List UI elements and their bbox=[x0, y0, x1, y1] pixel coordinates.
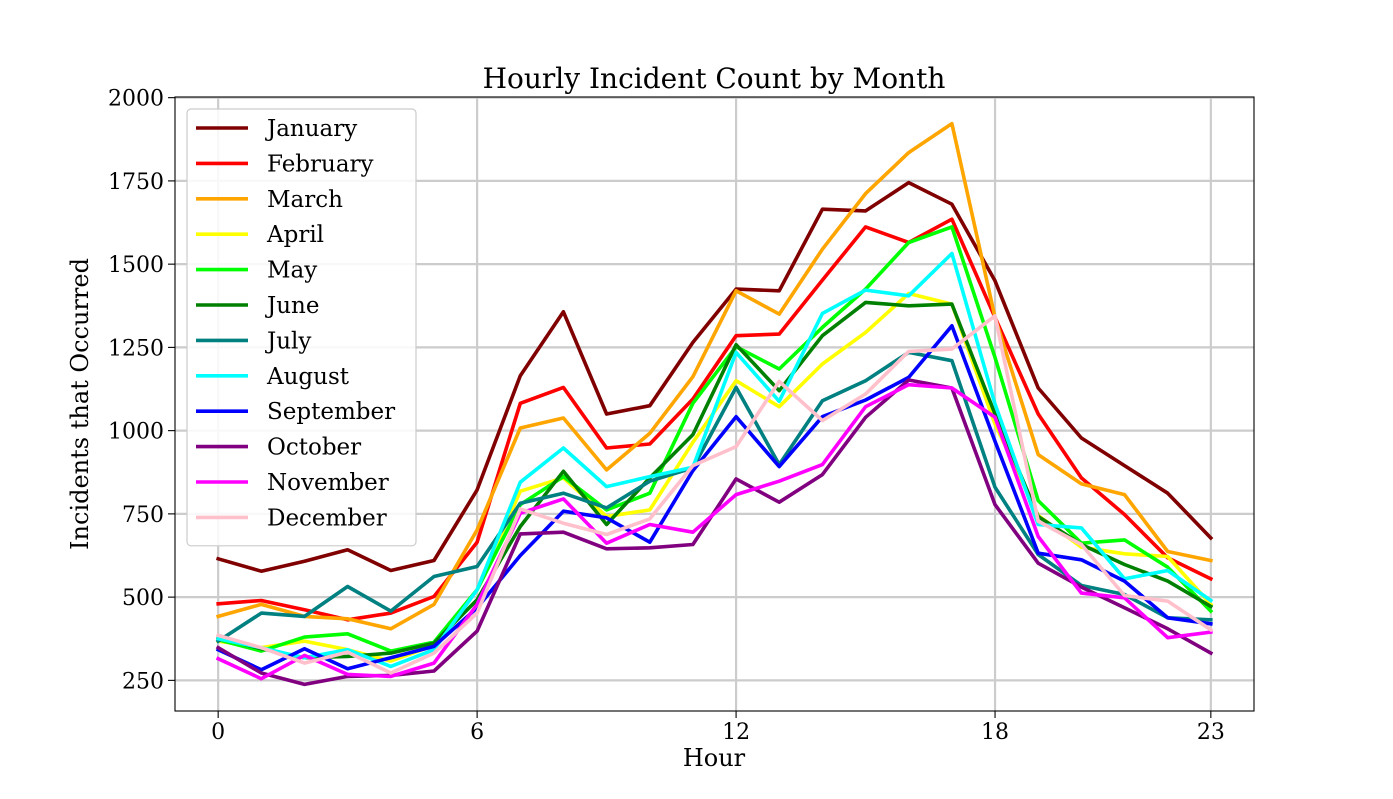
legend-label-june: June bbox=[265, 293, 319, 319]
legend-label-october: October bbox=[267, 435, 361, 461]
legend-label-april: April bbox=[266, 222, 324, 248]
series-line-november bbox=[215, 382, 1213, 681]
y-tick-label: 2000 bbox=[108, 87, 164, 112]
y-tick-label: 750 bbox=[122, 503, 164, 528]
series-line-march bbox=[215, 121, 1213, 631]
series-line-may bbox=[215, 225, 1214, 653]
legend-label-july: July bbox=[265, 328, 311, 354]
y-axis-label: Incidents that Occurred bbox=[66, 258, 94, 550]
series-line-january bbox=[215, 180, 1214, 574]
x-tick-label: 6 bbox=[470, 720, 484, 745]
series-lines bbox=[215, 121, 1214, 687]
series-line-june bbox=[216, 300, 1214, 660]
x-tick-label: 23 bbox=[1197, 720, 1225, 745]
y-tick-label: 1500 bbox=[108, 253, 164, 278]
legend-label-february: February bbox=[267, 151, 374, 177]
plot-frame bbox=[174, 96, 1255, 712]
y-tick-label: 1750 bbox=[108, 170, 164, 195]
series-line-december bbox=[215, 313, 1214, 675]
x-tick-label: 0 bbox=[211, 720, 225, 745]
legend-label-august: August bbox=[266, 364, 350, 390]
legend-label-december: December bbox=[267, 505, 387, 531]
series-line-september bbox=[215, 323, 1213, 672]
chart-title: Hourly Incident Count by Month bbox=[483, 62, 946, 95]
legend: January February March April May June July Augu… bbox=[186, 108, 417, 547]
legend-box bbox=[186, 108, 417, 547]
legend-label-september: September bbox=[267, 399, 395, 425]
x-axis-label: Hour bbox=[683, 744, 746, 772]
legend-label-january: January bbox=[265, 116, 357, 142]
x-tick-label: 18 bbox=[981, 720, 1009, 745]
y-tick-label: 500 bbox=[122, 586, 164, 611]
x-tick-label: 12 bbox=[722, 720, 750, 745]
series-line-february bbox=[216, 217, 1214, 622]
legend-label-march: March bbox=[267, 187, 343, 213]
y-tick-label: 1250 bbox=[108, 336, 164, 361]
legend-label-november: November bbox=[267, 470, 389, 496]
legend-label-may: May bbox=[267, 258, 317, 284]
series-line-july bbox=[215, 350, 1213, 644]
axis-ticks: 0 6 12 18 23 250 500 750 1000 1250 1500 1750 2000 bbox=[108, 87, 1225, 745]
y-tick-label: 1000 bbox=[108, 420, 164, 445]
y-tick-label: 250 bbox=[122, 669, 164, 694]
